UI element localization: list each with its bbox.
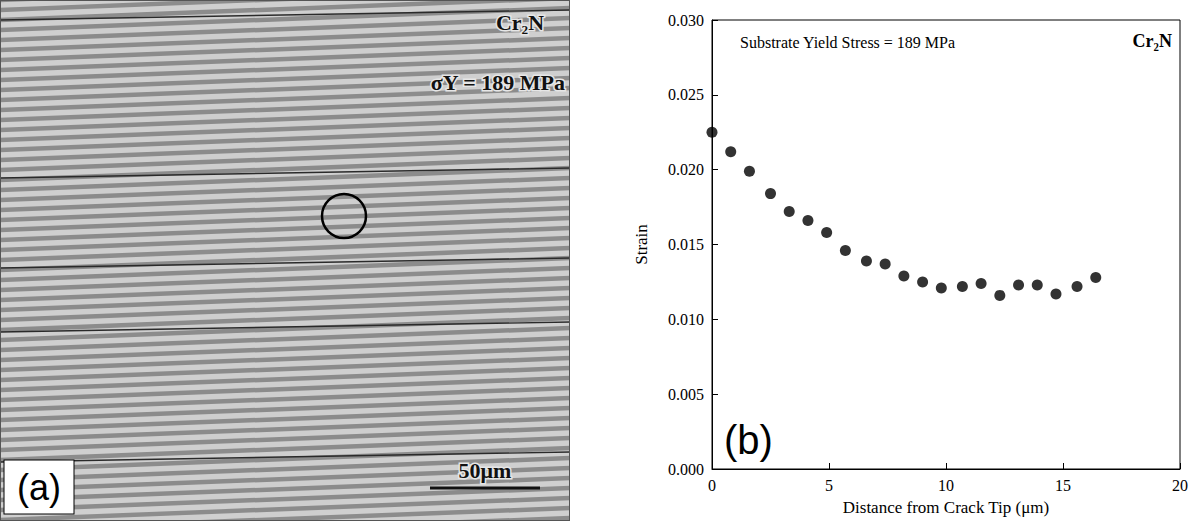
svg-text:Cr₂N: Cr₂N bbox=[1133, 31, 1172, 51]
svg-text:0.030: 0.030 bbox=[668, 12, 704, 29]
svg-text:0.025: 0.025 bbox=[668, 86, 704, 103]
svg-text:0.020: 0.020 bbox=[668, 161, 704, 178]
svg-text:(a): (a) bbox=[17, 467, 61, 508]
svg-text:15: 15 bbox=[1055, 477, 1071, 494]
svg-text:σY = 189 MPa: σY = 189 MPa bbox=[431, 70, 565, 95]
svg-text:0.000: 0.000 bbox=[668, 461, 704, 478]
svg-text:Distance from Crack Tip (μm): Distance from Crack Tip (μm) bbox=[843, 498, 1049, 517]
svg-text:0.015: 0.015 bbox=[668, 236, 704, 253]
svg-text:20: 20 bbox=[1172, 477, 1188, 494]
svg-text:0.005: 0.005 bbox=[668, 386, 704, 403]
svg-text:(b): (b) bbox=[724, 418, 773, 462]
svg-text:Substrate Yield Stress = 189 M: Substrate Yield Stress = 189 MPa bbox=[740, 34, 955, 51]
svg-text:0.010: 0.010 bbox=[668, 311, 704, 328]
svg-text:50μm: 50μm bbox=[459, 458, 512, 483]
svg-text:5: 5 bbox=[825, 477, 833, 494]
svg-text:Cr₂N: Cr₂N bbox=[496, 10, 544, 35]
svg-text:Strain: Strain bbox=[632, 224, 651, 265]
svg-text:10: 10 bbox=[938, 477, 954, 494]
svg-text:0: 0 bbox=[708, 477, 716, 494]
